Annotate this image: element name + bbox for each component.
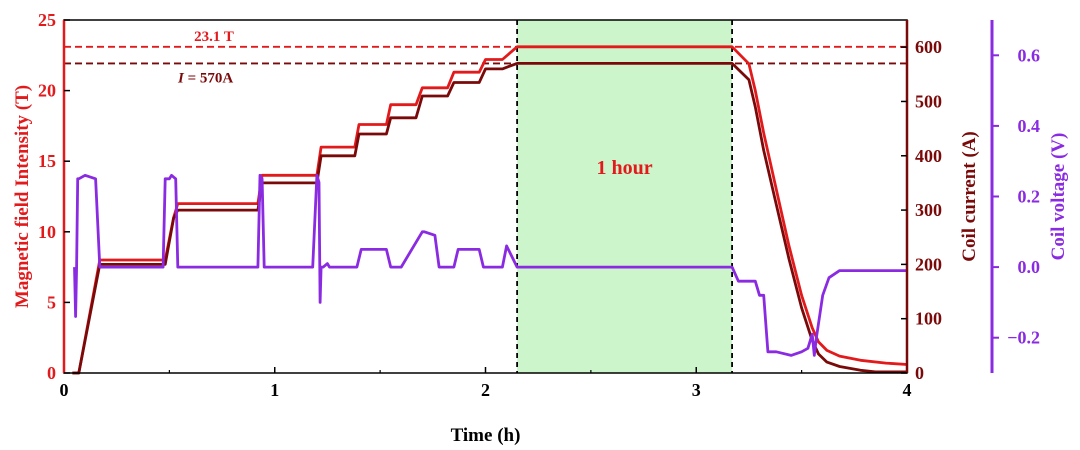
- current-tick-label: 300: [915, 200, 942, 220]
- current-tick-label: 200: [915, 254, 942, 274]
- current-tick-label: 0: [915, 363, 924, 383]
- left-tick-label: 20: [38, 81, 56, 101]
- x-tick-label: 4: [903, 380, 912, 400]
- highlight-band: [517, 20, 733, 373]
- x-axis-title: Time (h): [451, 425, 521, 446]
- x-tick-label: 1: [270, 380, 279, 400]
- left-tick-label: 25: [38, 10, 56, 30]
- voltage-tick-label: 0.6: [1018, 45, 1041, 65]
- current-value-text: = 570A: [184, 70, 234, 86]
- voltage-tick-label: −0.2: [1007, 328, 1040, 348]
- left-tick-label: 15: [38, 151, 56, 171]
- current-tick-label: 100: [915, 309, 942, 329]
- current-tick-label: 500: [915, 91, 942, 111]
- left-tick-label: 10: [38, 222, 56, 242]
- left-tick-label: 5: [47, 292, 56, 312]
- voltage-axis-title: Coil voltage (V): [1048, 133, 1069, 261]
- x-tick-label: 3: [692, 380, 701, 400]
- x-tick-label: 2: [481, 380, 490, 400]
- voltage-tick-label: 0.0: [1018, 257, 1041, 277]
- field-reference-label: 23.1 T: [194, 29, 234, 45]
- voltage-tick-label: 0.4: [1018, 116, 1041, 136]
- series-line-3: [73, 173, 907, 357]
- current-axis-title: Coil current (A): [959, 131, 980, 262]
- highlight-label: 1 hour: [597, 157, 653, 179]
- x-tick-label: 0: [60, 380, 69, 400]
- left-axis-title: Magnetic field Intensity (T): [12, 85, 33, 308]
- current-tick-label: 600: [915, 37, 942, 57]
- current-variable-symbol: I: [177, 70, 185, 86]
- voltage-tick-label: 0.2: [1018, 187, 1041, 207]
- current-tick-label: 400: [915, 146, 942, 166]
- left-tick-label: 0: [47, 363, 56, 383]
- current-reference-label: I = 570A: [177, 70, 233, 86]
